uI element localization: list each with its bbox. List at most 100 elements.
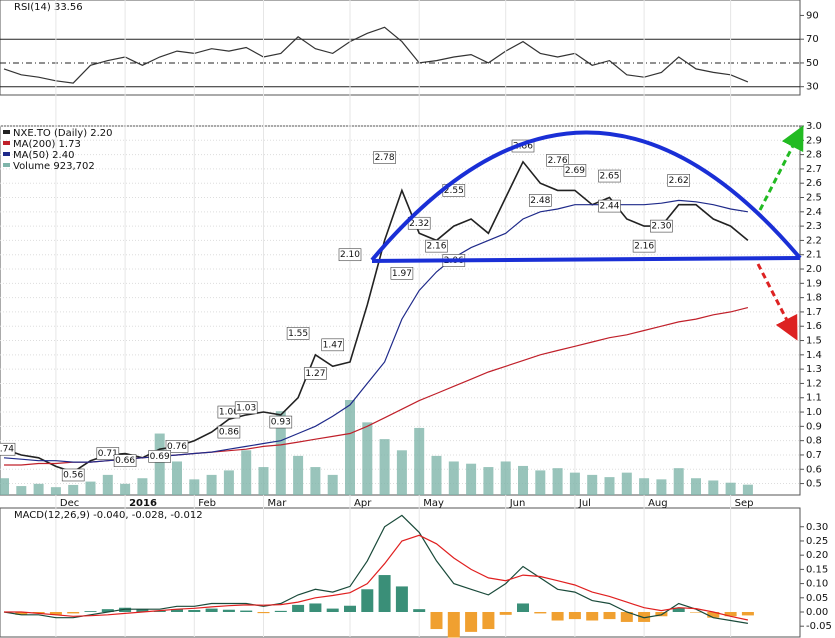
histogram-bar [378,575,391,612]
histogram-bar [482,611,495,630]
volume-bar [431,455,442,495]
annotation-box [286,327,310,340]
histogram-bar [257,611,270,614]
histogram-bar [724,611,737,617]
annotation-label: 2.32 [409,219,429,229]
price-annotation: 0.76 [165,440,189,453]
y-tick-label: 0.00 [806,607,828,618]
price-annotation: 0.56 [61,468,85,482]
volume-bar [673,468,684,495]
annotation-label: 0.93 [271,418,291,428]
histogram-bar [603,611,616,620]
price-annotation: 2.30 [650,219,673,233]
y-tick-label: 1.2 [806,378,822,389]
y-tick-label: -0.05 [806,621,832,632]
volume-bar [708,480,719,495]
volume-bar [362,422,373,495]
annotation-label: 2.16 [634,242,654,252]
histogram-bar [292,604,305,612]
annotation-label: 1.97 [392,269,412,279]
histogram-bar [15,611,28,615]
annotation-label: 2.16 [426,242,446,252]
annotation-box [217,425,241,439]
histogram-bar [517,603,529,612]
neckline [371,256,801,263]
price-annotation: 2.65 [598,169,621,183]
volume-bar [102,474,113,495]
volume-bar [33,483,44,495]
annotation-box [269,415,293,429]
y-tick-label: 90 [806,10,819,21]
volume-bar [639,478,650,495]
annotation-label: 0.69 [150,452,170,462]
x-tick-label: May [423,498,444,509]
volume-bar [120,483,131,495]
price-annotation: 2.62 [667,174,691,187]
x-tick-label: Sep [735,498,754,509]
price-annotation: 1.97 [390,267,414,280]
y-tick-label: 2.2 [806,235,822,246]
annotation-box [321,338,345,352]
y-tick-label: 1.8 [806,293,822,304]
annotation-box [598,199,621,213]
annotation-box [234,401,258,415]
histogram-bar [326,608,339,612]
y-tick-label: 2.5 [806,193,822,204]
histogram-bar [499,611,512,615]
y-tick-label: 2.6 [806,178,822,189]
annotation-label: 1.03 [236,403,256,413]
y-tick-label: 1.0 [806,407,822,418]
annotation-box [563,164,587,177]
volume-bar [293,455,304,495]
volume-bar [379,439,390,495]
y-tick-label: 2.8 [806,150,822,161]
histogram-bar [430,611,443,630]
annotation-box [373,151,396,164]
volume-bar [16,486,27,495]
x-tick-label: Aug [648,498,668,509]
histogram-bar [119,607,132,612]
annotation-box [61,468,85,482]
price-annotation: 0.69 [148,450,171,463]
price-annotation: 1.27 [304,367,327,380]
annotation-label: 0.74 [0,445,14,455]
y-tick-label: 0.10 [806,579,828,590]
histogram-bar [690,611,702,613]
price-annotation: 2.10 [338,248,362,262]
x-tick-label: Mar [268,498,288,509]
volume-bar [535,470,546,495]
y-tick-label: 70 [806,34,819,45]
y-tick-label: 0.8 [806,436,822,447]
volume-bar [189,479,200,495]
histogram-bar [153,610,166,612]
histogram-bar [101,609,114,612]
histogram-bar [188,610,201,612]
series-line [3,199,748,463]
price-annotation: 0.86 [217,425,241,439]
panel-title: RSI(14) 33.56 [14,2,83,13]
annotation-label: 0.76 [167,442,187,452]
histogram-bar [586,611,599,621]
annotation-label: 2.30 [651,222,671,232]
y-tick-label: 0.05 [806,593,828,604]
volume-bar [68,484,79,495]
y-tick-label: 1.7 [806,307,822,318]
volume-bar [691,478,701,495]
legend-swatch [3,163,10,167]
volume-bar [0,478,9,495]
annotation-label: 2.48 [530,196,550,206]
annotation-label: 2.76 [548,156,568,166]
volume-bar [241,450,252,495]
histogram-bar [638,611,651,622]
histogram-bar [344,605,356,612]
histogram-bar [309,603,322,612]
volume-bar [172,461,182,495]
volume-bar [396,450,407,495]
price-annotation: 0.74 [0,442,16,456]
y-tick-label: 2.0 [806,264,822,275]
volume-bar [206,474,217,495]
volume-bar [604,477,615,495]
volume-bar [50,487,61,495]
volume-bar [327,474,338,495]
y-tick-label: 1.9 [806,278,822,289]
